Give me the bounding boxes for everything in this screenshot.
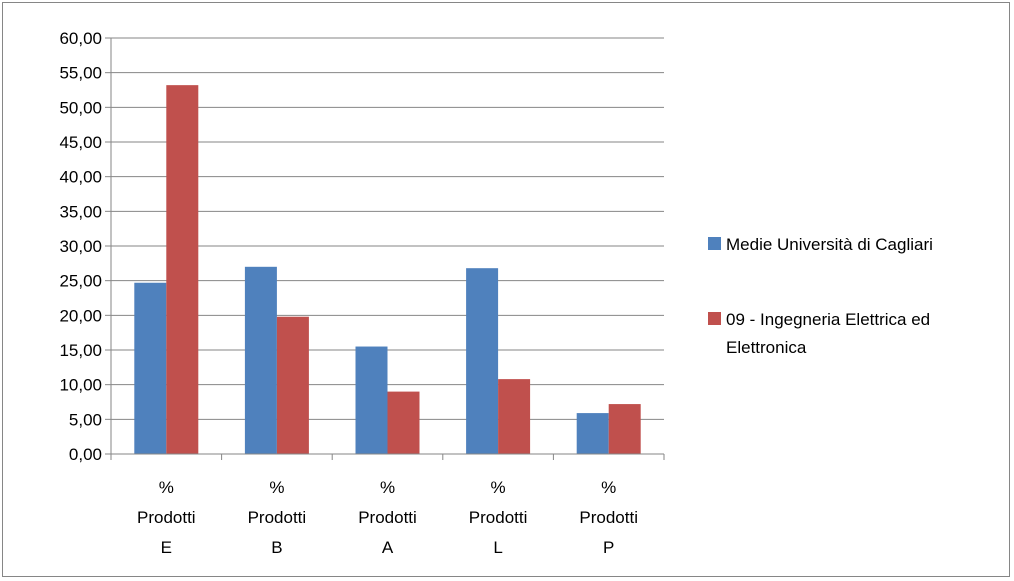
y-tick-label: 55,00 [59, 64, 102, 83]
legend-label-series-2: 09 - Ingegneria Elettrica ed [726, 310, 930, 329]
axis-labels: 0,00 5,00 10,00 15,00 20,00 25,00 30,00 35,00 40… [59, 29, 638, 557]
x-category-label: B [271, 538, 282, 557]
bar-series-2-2 [387, 391, 420, 454]
legend: Medie Università di Cagliari 09 - Ingegne… [708, 235, 933, 357]
x-category-label: % [380, 478, 395, 497]
x-category-label: Prodotti [137, 508, 196, 527]
bar-series-1-2 [355, 346, 388, 454]
y-tick-label: 20,00 [59, 306, 102, 325]
legend-swatch-series-2 [708, 312, 721, 325]
y-tick-label: 5,00 [69, 410, 102, 429]
legend-swatch-series-1 [708, 237, 721, 250]
x-category-label: Prodotti [358, 508, 417, 527]
x-category-label: Prodotti [469, 508, 528, 527]
x-category-label: P [603, 538, 614, 557]
y-tick-label: 30,00 [59, 237, 102, 256]
bar-series-1-0 [134, 282, 167, 454]
bar-series-2-0 [166, 85, 199, 454]
x-category-label: Prodotti [579, 508, 638, 527]
y-tick-label: 25,00 [59, 272, 102, 291]
axes [105, 37, 665, 460]
gridlines [111, 37, 664, 420]
x-category-label: L [493, 538, 502, 557]
bar-series-2-1 [276, 316, 309, 454]
y-tick-label: 50,00 [59, 98, 102, 117]
bar-series-1-4 [576, 413, 609, 454]
x-category-label: % [601, 478, 616, 497]
bar-series-1-3 [466, 268, 499, 454]
y-tick-label: 10,00 [59, 376, 102, 395]
bar-series-2-4 [608, 404, 641, 454]
bar-series-2-3 [498, 379, 531, 454]
y-tick-label: 60,00 [59, 29, 102, 48]
legend-label-series-1: Medie Università di Cagliari [726, 235, 933, 254]
y-tick-label: 45,00 [59, 133, 102, 152]
x-category-label: A [382, 538, 394, 557]
y-tick-label: 15,00 [59, 341, 102, 360]
x-category-label: Prodotti [248, 508, 307, 527]
bars [134, 85, 641, 454]
bar-series-1-1 [244, 266, 277, 454]
x-category-label: % [159, 478, 174, 497]
x-category-label: E [161, 538, 172, 557]
x-category-label: % [269, 478, 284, 497]
y-tick-label: 35,00 [59, 202, 102, 221]
y-tick-label: 40,00 [59, 168, 102, 187]
legend-label-series-2: Elettronica [726, 338, 807, 357]
y-tick-label: 0,00 [69, 445, 102, 464]
x-category-label: % [491, 478, 506, 497]
